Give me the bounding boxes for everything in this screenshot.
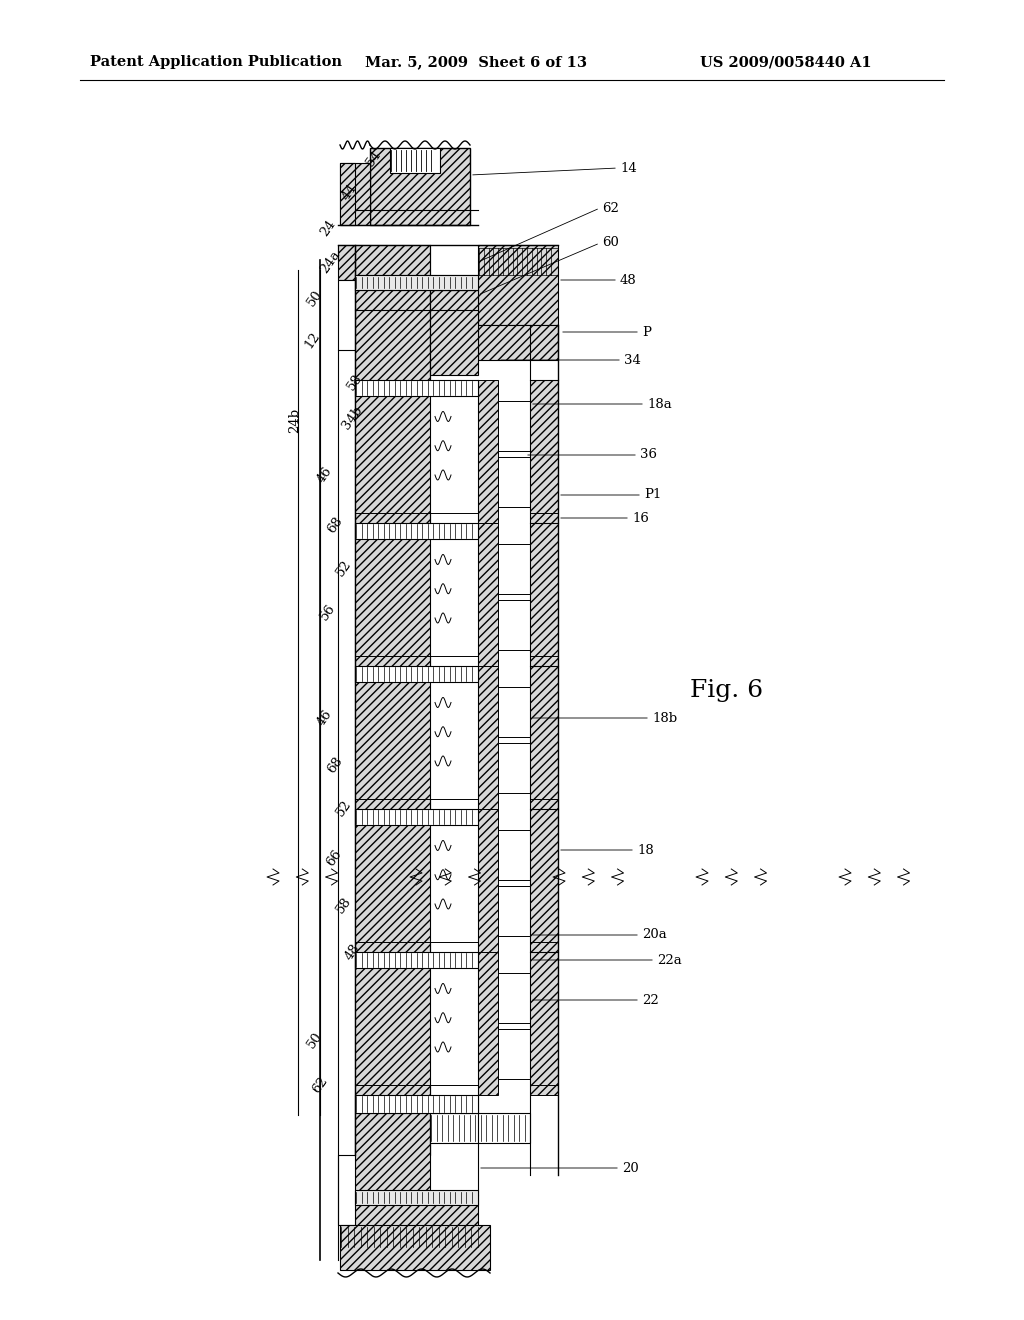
- Text: 52: 52: [334, 557, 354, 578]
- Bar: [530, 667, 558, 809]
- Bar: [498, 544, 530, 594]
- Text: 58: 58: [345, 371, 366, 392]
- Bar: [338, 280, 355, 350]
- Text: 20a: 20a: [642, 928, 667, 941]
- Bar: [498, 1030, 530, 1078]
- Text: 18: 18: [637, 843, 653, 857]
- Bar: [355, 380, 478, 396]
- Text: 48: 48: [620, 273, 637, 286]
- Text: 18a: 18a: [647, 397, 672, 411]
- Bar: [430, 682, 478, 799]
- Bar: [355, 523, 478, 539]
- Bar: [498, 973, 530, 1023]
- Text: 66: 66: [324, 847, 344, 869]
- Bar: [355, 1113, 430, 1193]
- Text: 12: 12: [302, 330, 323, 351]
- Text: 56: 56: [317, 602, 338, 623]
- Text: 46: 46: [314, 465, 335, 486]
- Text: 14: 14: [620, 161, 637, 174]
- Bar: [478, 952, 498, 1096]
- Text: 34: 34: [624, 354, 641, 367]
- Bar: [355, 952, 478, 968]
- Text: 60: 60: [602, 236, 618, 249]
- Bar: [478, 667, 498, 809]
- Text: 62: 62: [602, 202, 618, 214]
- Bar: [530, 380, 558, 523]
- Text: 36: 36: [640, 449, 657, 462]
- Bar: [355, 682, 430, 799]
- Bar: [355, 1195, 478, 1255]
- Bar: [430, 396, 478, 513]
- Bar: [338, 246, 355, 280]
- Bar: [498, 401, 530, 451]
- Bar: [478, 246, 558, 325]
- Text: P: P: [642, 326, 651, 338]
- Bar: [498, 886, 530, 936]
- Bar: [355, 809, 478, 825]
- Bar: [355, 396, 430, 513]
- Text: 22: 22: [642, 994, 658, 1006]
- Text: 52: 52: [334, 797, 354, 818]
- Bar: [478, 523, 498, 667]
- Bar: [340, 1225, 490, 1270]
- Bar: [498, 830, 530, 880]
- Bar: [430, 290, 478, 375]
- Text: 34b: 34b: [339, 404, 365, 432]
- Text: Patent Application Publication: Patent Application Publication: [90, 55, 342, 69]
- Text: Mar. 5, 2009  Sheet 6 of 13: Mar. 5, 2009 Sheet 6 of 13: [365, 55, 587, 69]
- Bar: [338, 1155, 355, 1225]
- Text: 20: 20: [622, 1162, 639, 1175]
- Bar: [530, 809, 558, 952]
- Text: 24: 24: [317, 218, 338, 239]
- Bar: [355, 667, 478, 682]
- Text: 54: 54: [364, 148, 384, 169]
- Bar: [340, 162, 370, 224]
- Text: US 2009/0058440 A1: US 2009/0058440 A1: [700, 55, 871, 69]
- Text: 24a: 24a: [317, 248, 342, 276]
- Text: 58: 58: [334, 895, 354, 916]
- Text: 50: 50: [305, 1030, 326, 1051]
- Text: 68: 68: [325, 515, 345, 536]
- Bar: [430, 968, 478, 1085]
- Bar: [498, 686, 530, 737]
- Bar: [370, 148, 470, 224]
- Text: 46: 46: [314, 708, 335, 729]
- Bar: [498, 743, 530, 793]
- Text: Fig. 6: Fig. 6: [690, 678, 763, 701]
- Bar: [478, 809, 498, 952]
- Bar: [530, 952, 558, 1096]
- Bar: [430, 1113, 530, 1143]
- Text: 68: 68: [325, 754, 345, 776]
- Bar: [355, 539, 430, 656]
- Text: 48: 48: [342, 941, 362, 962]
- Text: 50: 50: [305, 288, 326, 309]
- Bar: [430, 539, 478, 656]
- Bar: [355, 275, 478, 290]
- Text: 44: 44: [339, 181, 359, 202]
- Bar: [498, 457, 530, 507]
- Bar: [340, 162, 355, 224]
- Bar: [478, 325, 558, 360]
- Text: 24b: 24b: [289, 408, 301, 433]
- Bar: [355, 1191, 478, 1205]
- Bar: [498, 601, 530, 649]
- Text: 62: 62: [310, 1074, 330, 1096]
- Bar: [530, 523, 558, 667]
- Text: 16: 16: [632, 511, 649, 524]
- Text: P1: P1: [644, 488, 662, 502]
- Bar: [390, 148, 440, 173]
- Text: 22a: 22a: [657, 953, 682, 966]
- Bar: [478, 380, 498, 523]
- Bar: [355, 1096, 478, 1113]
- Text: 18b: 18b: [652, 711, 677, 725]
- Bar: [355, 825, 430, 942]
- Bar: [430, 825, 478, 942]
- Bar: [355, 246, 430, 1155]
- Bar: [355, 968, 430, 1085]
